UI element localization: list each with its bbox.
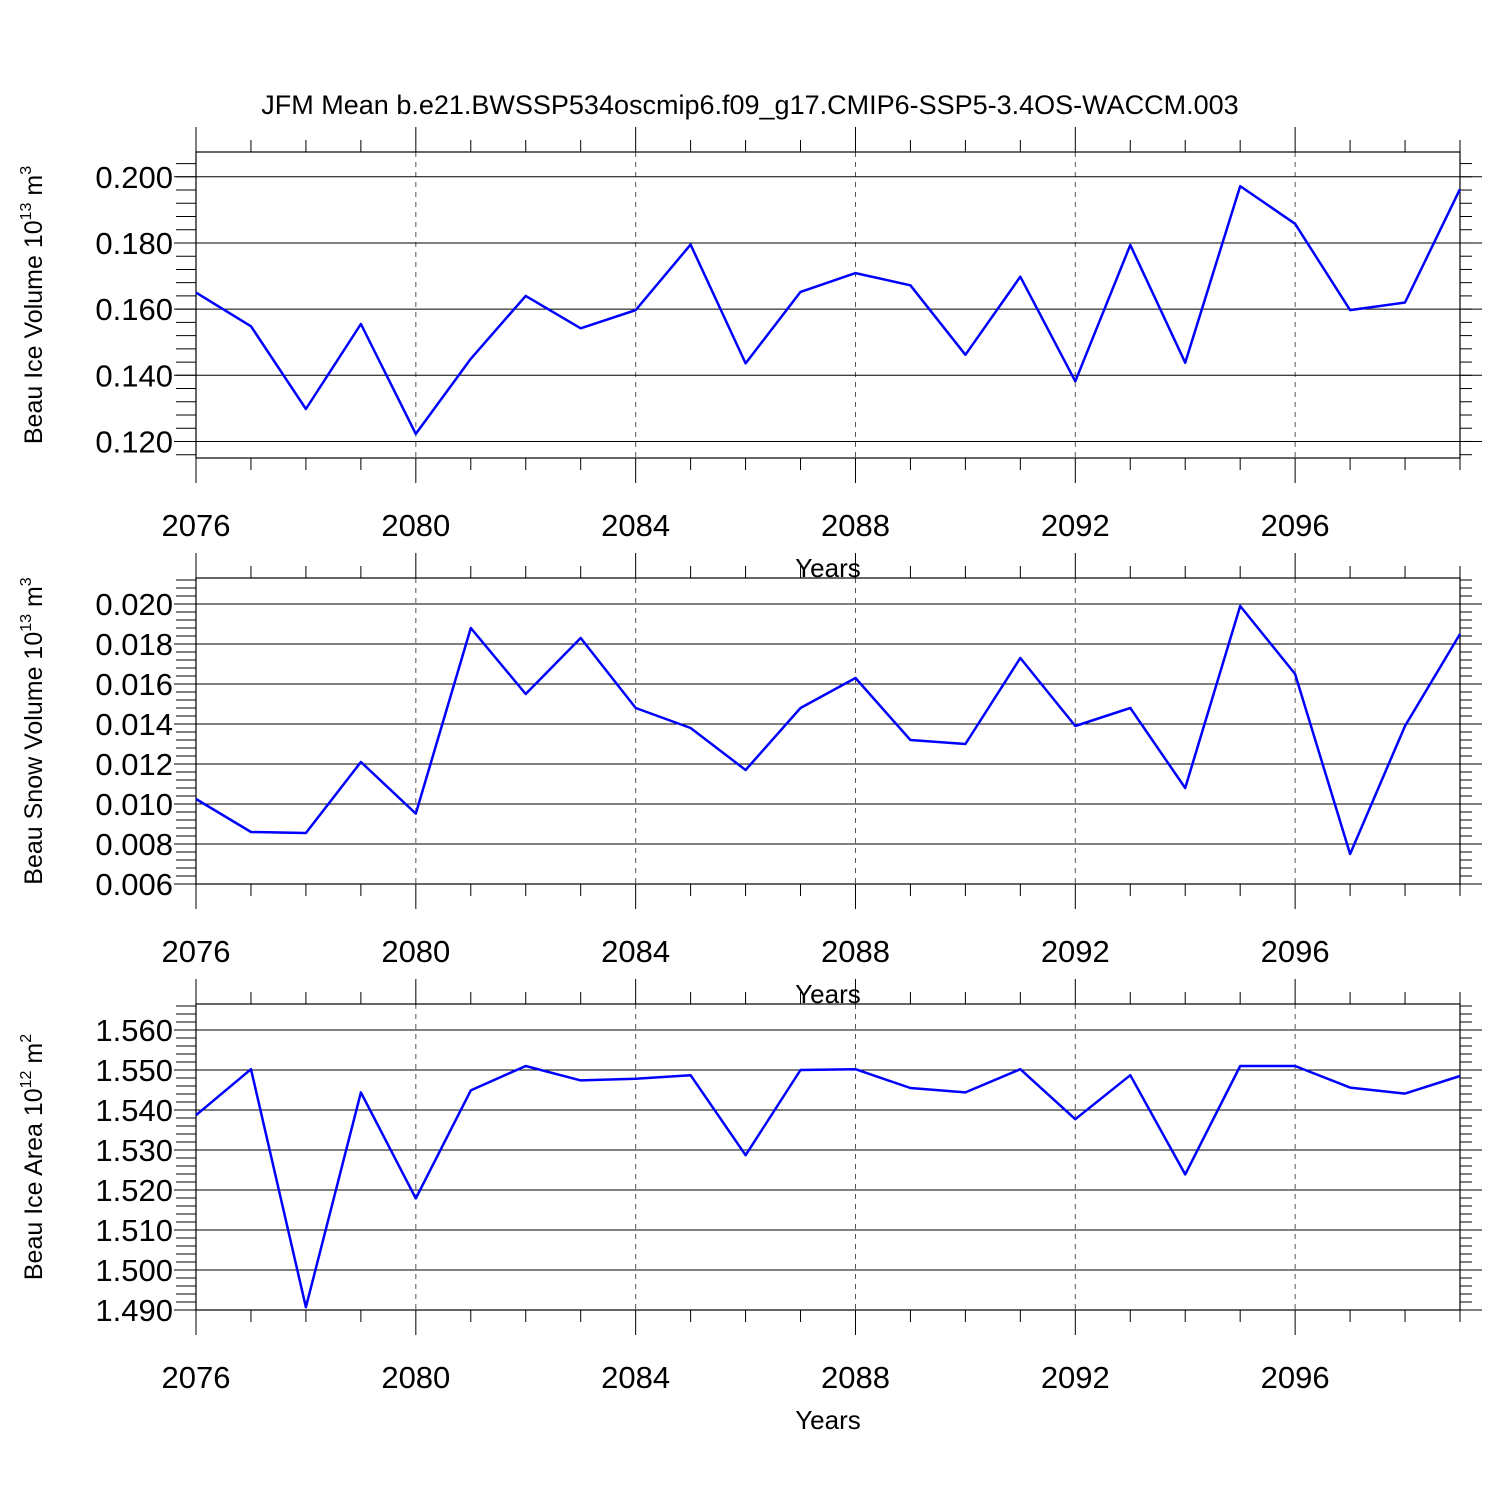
panel-2: 2076 2080 2084 2088 2092 2096 0.006 0.008 0.010 0… [18,553,1482,1009]
x-tick-label: 2084 [601,934,670,969]
x-tick-label: 2080 [381,1360,450,1395]
x-tick-label: 2096 [1261,1360,1330,1395]
y-axis-label: Beau Ice Area 1012 m2 [18,1034,48,1280]
y-tick-label: 0.006 [95,867,173,902]
y-tick-label: 0.010 [95,787,173,822]
x-tick-label: 2092 [1041,508,1110,543]
series-line [195,604,1462,856]
x-tick-label: 2092 [1041,934,1110,969]
x-tick-label: 2076 [162,1360,231,1395]
y-tick-label: 1.550 [95,1053,173,1088]
y-tick-label: 0.200 [95,160,173,195]
x-tick-label: 2080 [381,934,450,969]
y-tick-label: 1.500 [95,1253,173,1288]
y-tick-label: 1.490 [95,1293,173,1328]
y-tick-label: 0.008 [95,827,173,862]
y-tick-label: 1.560 [95,1013,173,1048]
x-tick-label: 2088 [821,508,890,543]
x-tick-label: 2076 [162,934,231,969]
series-line [195,184,1462,436]
x-tick-label: 2084 [601,1360,670,1395]
y-tick-label: 0.018 [95,627,173,662]
panel-3: 2076 2080 2084 2088 2092 2096 1.490 1.500 1.510 1… [18,979,1482,1435]
y-tick-label: 0.014 [95,707,173,742]
series-line [195,1064,1461,1309]
y-tick-label: 0.120 [95,424,173,459]
chart-title: JFM Mean b.e21.BWSSP534oscmip6.f09_g17.C… [261,90,1238,120]
plot-frame [195,151,1461,459]
x-tick-label: 2076 [162,508,231,543]
y-tick-label: 0.180 [95,226,173,261]
y-tick-label: 0.160 [95,292,173,327]
x-tick-label: 2092 [1041,1360,1110,1395]
y-axis-label: Beau Ice Volume 1013 m3 [18,166,48,444]
y-tick-label: 1.530 [95,1133,173,1168]
panels: 2076 2080 2084 2088 2092 2096 0.120 0.140 0.160 0… [18,127,1482,1435]
plot-frame [195,1003,1461,1311]
y-tick-label: 1.520 [95,1173,173,1208]
y-tick-label: 1.510 [95,1213,173,1248]
plot-frame [195,577,1461,885]
x-tick-label: 2084 [601,508,670,543]
y-tick-label: 0.020 [95,587,173,622]
y-tick-label: 0.012 [95,747,173,782]
y-axis-label: Beau Snow Volume 1013 m3 [18,577,48,885]
x-tick-label: 2096 [1261,934,1330,969]
panel-1: 2076 2080 2084 2088 2092 2096 0.120 0.140 0.160 0… [18,127,1482,583]
x-tick-label: 2088 [821,1360,890,1395]
y-tick-label: 1.540 [95,1093,173,1128]
y-tick-label: 0.016 [95,667,173,702]
x-tick-label: 2088 [821,934,890,969]
x-axis-label: Years [795,1405,861,1435]
x-tick-label: 2096 [1261,508,1330,543]
x-tick-label: 2080 [381,508,450,543]
y-tick-label: 0.140 [95,358,173,393]
